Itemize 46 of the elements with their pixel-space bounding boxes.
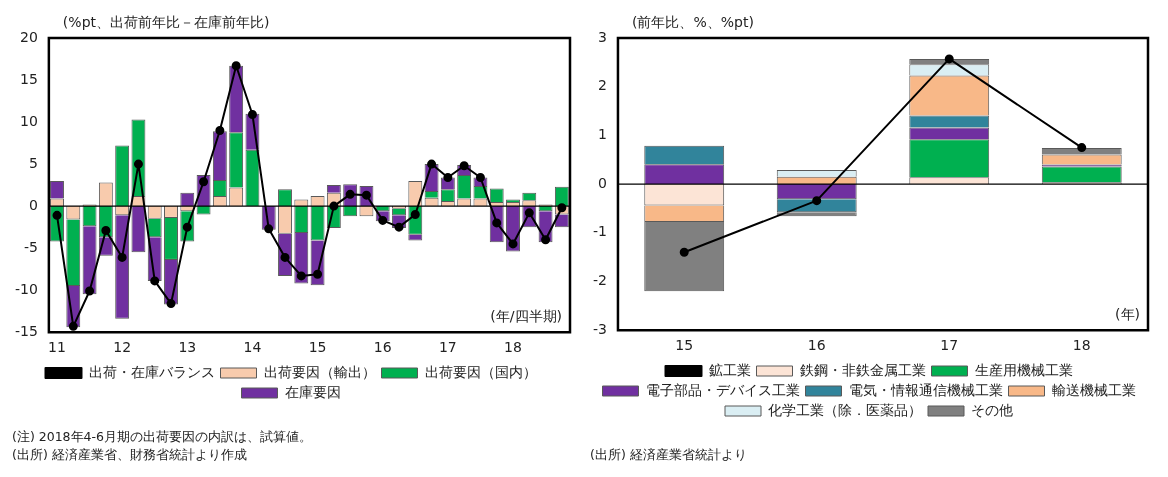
- x-tick-label: 16: [807, 337, 826, 354]
- x-tick-label: 14: [243, 339, 262, 356]
- y-tick-label: 10: [20, 112, 38, 129]
- x-tick-label: 15: [308, 339, 327, 356]
- y-tick-label: 15: [20, 70, 38, 87]
- y-tick-label: 3: [598, 28, 607, 45]
- x-tick-label: 16: [373, 339, 392, 356]
- x-axis-title: (年/四半期): [490, 307, 562, 324]
- legend-label: 鉱工業: [708, 361, 751, 378]
- y-tick-label: 5: [28, 154, 38, 171]
- legend-label: 在庫要因: [284, 383, 341, 400]
- y-tick-label: -5: [23, 238, 38, 255]
- y-tick-label: 0: [598, 174, 607, 191]
- x-tick-label: 18: [504, 339, 522, 356]
- y-tick-label: -10: [14, 280, 38, 297]
- y-tick-label: -15: [14, 322, 38, 339]
- legend-label: 生産用機械工業: [974, 361, 1073, 378]
- y-tick-label: 1: [598, 126, 607, 143]
- y-tick-label: 0: [28, 196, 38, 213]
- y-tick-label: -1: [592, 223, 607, 240]
- y-tick-label: -3: [592, 320, 607, 337]
- legend-label: 輸送機械工業: [1051, 381, 1136, 398]
- x-tick-label: 17: [438, 339, 457, 356]
- legend-label: 出荷要因（輸出）: [263, 363, 376, 380]
- y-tick-label: -2: [592, 272, 607, 289]
- legend-label: 化学工業（除．医薬品）: [768, 401, 922, 418]
- x-axis-title: (年): [1115, 305, 1140, 322]
- x-tick-label: 11: [48, 339, 66, 356]
- legend-label: その他: [971, 401, 1013, 418]
- legend-label: 鉄鋼・非鉄金属工業: [799, 361, 926, 378]
- y-tick-label: 20: [20, 28, 38, 45]
- y-axis-title: (前年比、%、%pt): [631, 13, 754, 30]
- x-tick-label: 17: [940, 337, 959, 354]
- text: (出所) 経済産業省、財務省統計より作成: [12, 447, 247, 462]
- x-tick-label: 15: [675, 337, 694, 354]
- x-tick-label: 18: [1072, 337, 1091, 354]
- legend-label: 出荷要因（国内）: [424, 363, 537, 380]
- legend-label: 電気・情報通信機械工業: [848, 381, 1003, 398]
- text: (注) 2018年4-6月期の出荷要因の内訳は、試算値。: [12, 429, 312, 444]
- legend-label: 出荷・在庫バランス: [88, 363, 215, 380]
- x-tick-label: 13: [178, 339, 197, 356]
- y-axis-title: (%pt、出荷前年比－在庫前年比): [62, 13, 270, 30]
- x-tick-label: 12: [113, 339, 132, 356]
- legend-label: 電子部品・デバイス工業: [645, 381, 800, 398]
- y-tick-label: 2: [598, 77, 607, 94]
- text: (出所) 経済産業省統計より: [590, 447, 747, 462]
